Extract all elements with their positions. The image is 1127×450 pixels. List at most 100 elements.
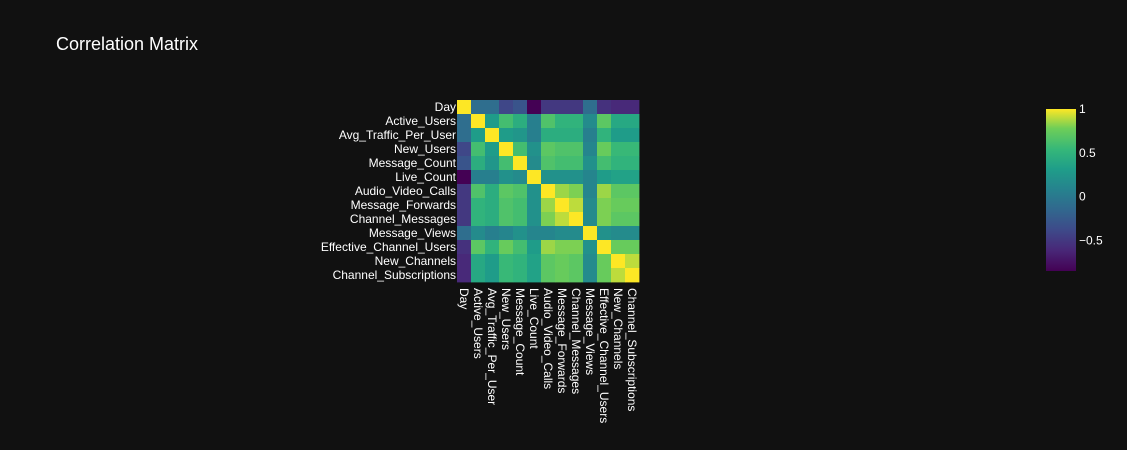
heatmap-cell — [541, 184, 556, 199]
colorbar-tick-label: 0 — [1079, 190, 1086, 204]
heatmap-cell — [499, 184, 514, 199]
heatmap-cell — [569, 114, 584, 129]
heatmap-cell — [555, 128, 570, 143]
heatmap-cell — [625, 212, 640, 227]
heatmap-cell — [541, 114, 556, 129]
heatmap-cell — [569, 128, 584, 143]
heatmap-cell — [527, 100, 542, 115]
heatmap-cell — [625, 240, 640, 255]
heatmap-cell — [597, 114, 612, 129]
x-tick-label: Channel_Messages — [569, 288, 583, 394]
heatmap-cell — [471, 212, 486, 227]
heatmap-cell — [597, 212, 612, 227]
heatmap-cell — [485, 142, 500, 157]
x-tick-label: Avg_Traffic_Per_User — [485, 288, 499, 405]
heatmap-cell — [513, 142, 528, 157]
heatmap-cell — [499, 156, 514, 171]
heatmap-cell — [569, 142, 584, 157]
heatmap-cell — [625, 100, 640, 115]
x-tick-label: Effective_Channel_Users — [597, 288, 611, 423]
heatmap-cell — [471, 142, 486, 157]
x-tick-label: Channel_Subscriptions — [625, 288, 639, 411]
heatmap-cell — [583, 114, 598, 129]
heatmap-cell — [513, 212, 528, 227]
heatmap-cell — [625, 226, 640, 241]
heatmap-cell — [457, 240, 472, 255]
heatmap-cells — [457, 100, 640, 283]
heatmap-cell — [471, 198, 486, 213]
heatmap-cell — [541, 226, 556, 241]
heatmap-cell — [457, 100, 472, 115]
heatmap-cell — [513, 114, 528, 129]
heatmap-cell — [583, 170, 598, 185]
heatmap-cell — [513, 156, 528, 171]
heatmap-cell — [513, 240, 528, 255]
heatmap-cell — [457, 114, 472, 129]
heatmap-cell — [457, 212, 472, 227]
chart-title: Correlation Matrix — [56, 34, 198, 54]
heatmap-cell — [583, 184, 598, 199]
heatmap-cell — [625, 198, 640, 213]
heatmap-cell — [471, 268, 486, 283]
heatmap-cell — [597, 198, 612, 213]
heatmap-cell — [471, 170, 486, 185]
y-tick-label: Message_Forwards — [351, 198, 456, 212]
heatmap-cell — [555, 212, 570, 227]
heatmap-cell — [625, 254, 640, 269]
heatmap-cell — [457, 198, 472, 213]
y-tick-label: Active_Users — [385, 114, 456, 128]
heatmap-cell — [471, 184, 486, 199]
heatmap-cell — [611, 240, 626, 255]
heatmap-cell — [541, 156, 556, 171]
heatmap-cell — [541, 240, 556, 255]
heatmap-cell — [513, 226, 528, 241]
heatmap-cell — [527, 156, 542, 171]
y-tick-label: Day — [435, 100, 456, 114]
heatmap-cell — [597, 170, 612, 185]
heatmap-cell — [569, 198, 584, 213]
heatmap-cell — [555, 100, 570, 115]
heatmap-cell — [611, 128, 626, 143]
heatmap-cell — [583, 142, 598, 157]
heatmap-cell — [485, 156, 500, 171]
heatmap-cell — [457, 254, 472, 269]
heatmap-cell — [583, 212, 598, 227]
heatmap-cell — [499, 142, 514, 157]
heatmap-cell — [499, 226, 514, 241]
x-tick-label: Active_Users — [471, 288, 485, 359]
heatmap-cell — [485, 184, 500, 199]
heatmap-cell — [597, 268, 612, 283]
colorbar-tick-label: 0.5 — [1079, 146, 1096, 160]
heatmap-cell — [527, 240, 542, 255]
heatmap-cell — [499, 170, 514, 185]
heatmap-cell — [499, 114, 514, 129]
heatmap-cell — [541, 142, 556, 157]
heatmap-cell — [457, 128, 472, 143]
heatmap-cell — [513, 170, 528, 185]
x-tick-label: Message_Count — [513, 288, 527, 376]
heatmap-cell — [597, 128, 612, 143]
y-tick-label: Audio_Video_Calls — [355, 184, 456, 198]
y-tick-label: Message_Count — [369, 156, 457, 170]
heatmap-cell — [471, 100, 486, 115]
heatmap-cell — [555, 170, 570, 185]
heatmap-cell — [583, 100, 598, 115]
x-tick-label: New_Users — [499, 288, 513, 350]
heatmap-cell — [471, 254, 486, 269]
x-axis-tick-labels: Day Active_Users Avg_Traffic_Per_User New_U… — [457, 288, 639, 423]
heatmap-cell — [611, 212, 626, 227]
heatmap-cell — [457, 226, 472, 241]
heatmap-cell — [541, 100, 556, 115]
heatmap-cell — [485, 114, 500, 129]
heatmap-cell — [597, 142, 612, 157]
heatmap-cell — [569, 240, 584, 255]
heatmap-cell — [555, 254, 570, 269]
y-tick-label: Live_Count — [395, 170, 456, 184]
heatmap-cell — [485, 212, 500, 227]
heatmap-cell — [485, 226, 500, 241]
heatmap-cell — [569, 100, 584, 115]
heatmap-cell — [597, 240, 612, 255]
heatmap-cell — [625, 184, 640, 199]
heatmap-cell — [597, 156, 612, 171]
